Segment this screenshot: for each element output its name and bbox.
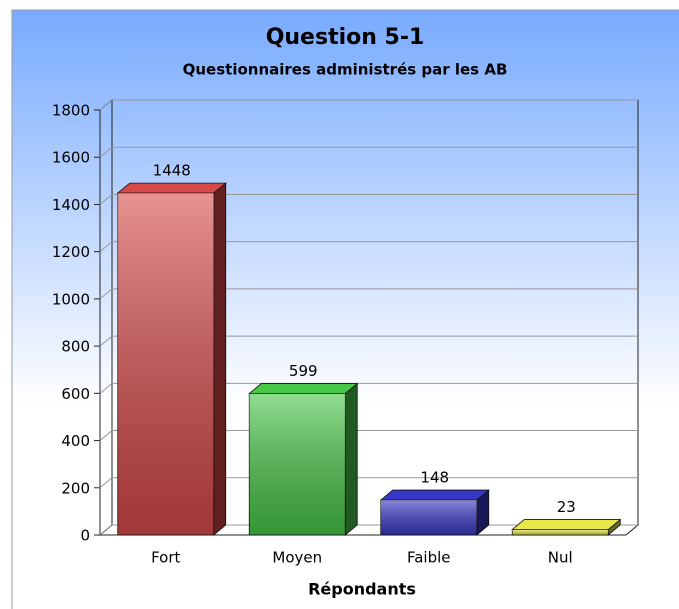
bar-shade [249, 393, 346, 535]
grid-line [99, 430, 113, 441]
bar-top [511, 519, 622, 530]
bar-side-shade [476, 490, 489, 535]
grid-line [99, 524, 113, 536]
x-tick-label: Nul [548, 549, 573, 567]
bar-top [379, 489, 490, 501]
grid-line [99, 241, 113, 253]
grid-line [99, 288, 113, 300]
y-tick-label: 200 [61, 479, 90, 497]
y-tick-label: 1600 [52, 149, 90, 167]
y-tick-label: 0 [80, 527, 90, 545]
grid-line [99, 99, 113, 111]
y-tick-label: 1000 [52, 290, 90, 308]
chart-title: Question 5-1 [266, 25, 425, 50]
data-label: 23 [557, 498, 576, 516]
grid-line [99, 382, 113, 394]
data-label: 1448 [153, 162, 191, 180]
x-tick-label: Moyen [272, 549, 322, 567]
bar-side-shade [608, 519, 621, 535]
x-tick-label: Faible [407, 549, 451, 567]
grid-line [99, 335, 113, 347]
bar-top [248, 383, 359, 394]
bar-shade [380, 500, 477, 535]
y-tick-label: 1800 [52, 102, 90, 120]
chart-subtitle: Questionnaires administrés par les AB [183, 61, 508, 79]
y-tick-label: 1200 [52, 243, 90, 261]
bar-side-shade [213, 183, 226, 535]
y-tick-label: 1400 [52, 196, 90, 214]
bar-side-shade [345, 383, 358, 535]
x-tick-label: Fort [151, 549, 180, 567]
y-tick-label: 800 [61, 338, 90, 356]
y-tick-label: 600 [61, 385, 90, 403]
y-tick-label: 400 [61, 432, 90, 450]
grid-line [99, 477, 113, 489]
grid-line [99, 146, 113, 158]
x-axis-title: Répondants [308, 580, 416, 599]
bar-shade [512, 529, 609, 535]
bar-shade [117, 193, 214, 535]
bar-top [116, 182, 227, 194]
data-label: 599 [289, 362, 318, 380]
grid-line [99, 194, 113, 205]
data-label: 148 [420, 469, 449, 487]
